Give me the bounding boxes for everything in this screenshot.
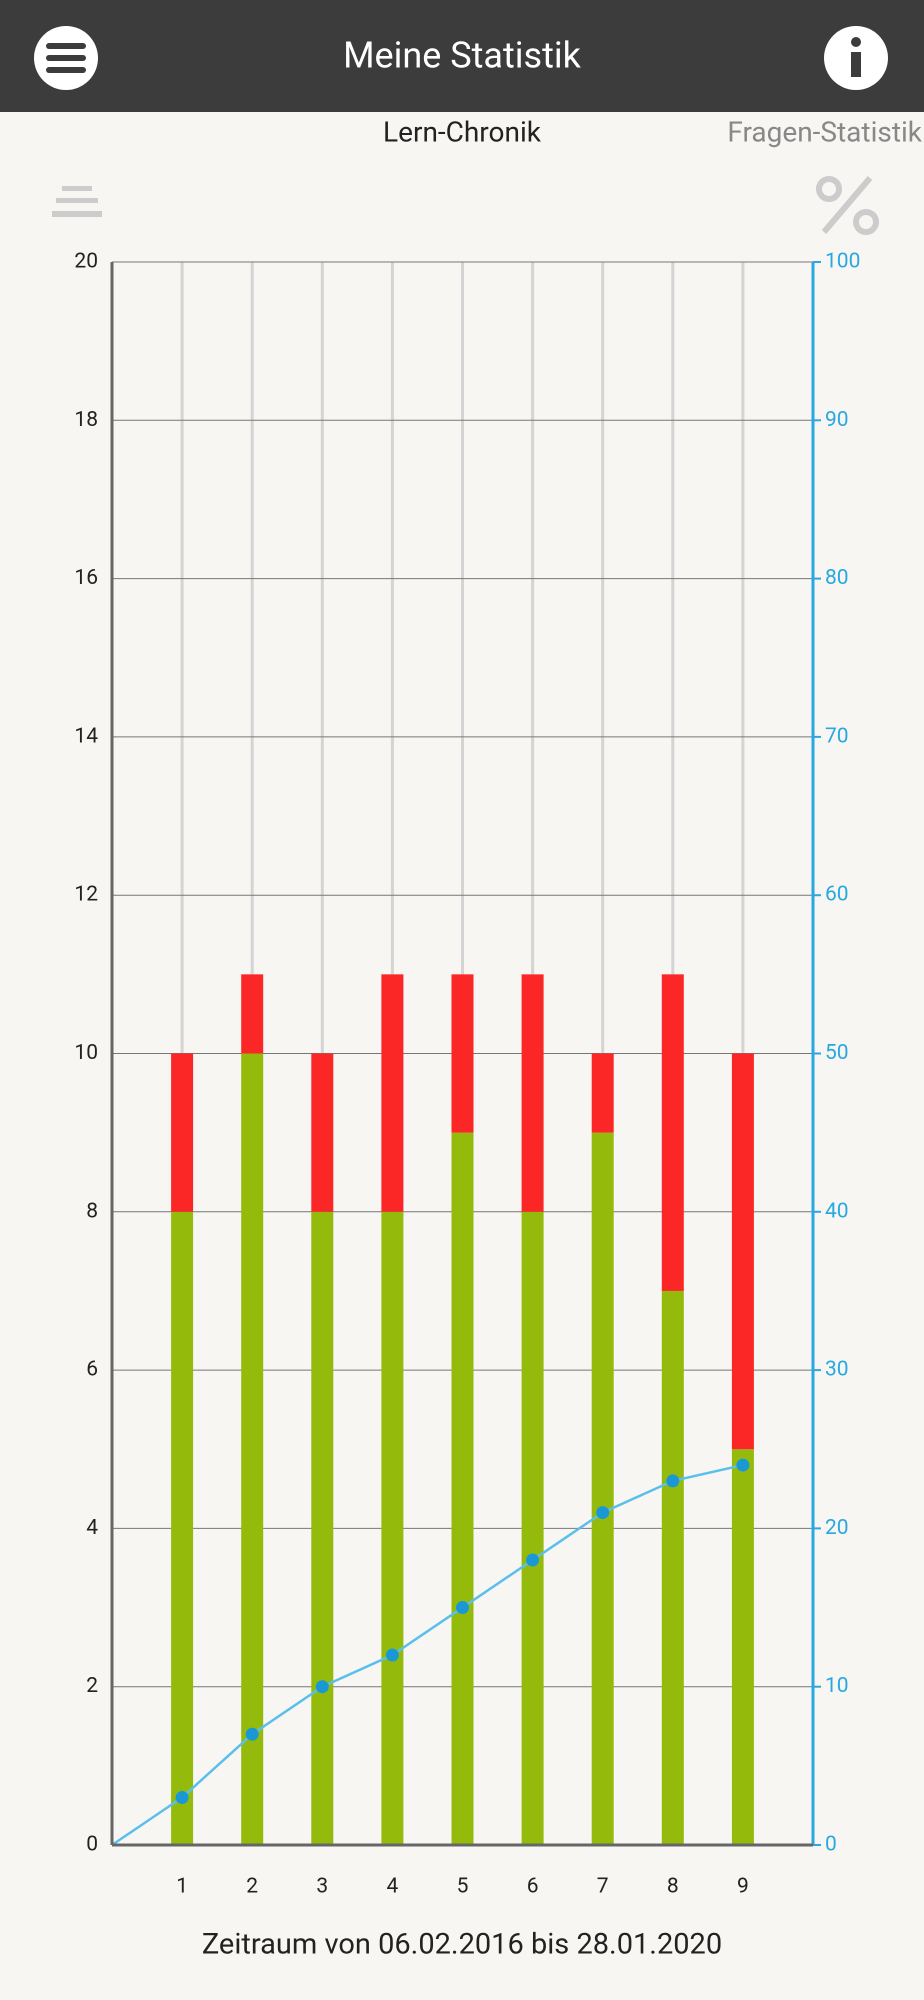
x-tick-label: 2: [246, 1875, 258, 1899]
x-tick-label: 3: [316, 1875, 328, 1899]
info-icon-dot: [851, 37, 861, 47]
bar-segment: [381, 1211, 404, 1845]
bar-segment: [521, 1211, 544, 1845]
bar-segment: [171, 1053, 194, 1212]
y2-tick-label: 10: [825, 1674, 849, 1698]
line-point: [175, 1791, 189, 1805]
y2-tick-label: 40: [825, 1199, 849, 1223]
x-tick-label: 1: [176, 1875, 188, 1899]
x-tick-label: 7: [597, 1875, 609, 1899]
bar-segment: [521, 974, 544, 1212]
bar-segment: [171, 1211, 194, 1845]
bar-segment: [591, 1132, 614, 1845]
bar-segment: [731, 1053, 754, 1450]
y-tick-label: 4: [86, 1516, 98, 1540]
percent-icon-circle: [816, 176, 842, 202]
x-tick-label: 6: [527, 1875, 539, 1899]
plot: 1 2 3 4 5 6 7 8 90246810121416182001020304050607…: [74, 250, 860, 1899]
y2-tick-label: 100: [825, 250, 860, 274]
y2-tick-label: 30: [825, 1358, 849, 1382]
info-icon-bar: [851, 52, 861, 77]
y2-tick-label: 80: [825, 566, 849, 590]
line-point: [315, 1680, 329, 1694]
y-tick-label: 6: [86, 1358, 98, 1382]
x-tick-label: 5: [457, 1875, 469, 1899]
y2-tick-label: 90: [825, 408, 849, 432]
tab[interactable]: Fragen-Statistik: [727, 115, 922, 148]
line-point: [526, 1553, 540, 1567]
line-point: [666, 1474, 680, 1488]
x-tick-label: 8: [667, 1875, 679, 1899]
list-icon-bar: [52, 211, 102, 217]
x-tick-label: 9: [737, 1875, 749, 1899]
x-tick-label: 4: [386, 1875, 398, 1899]
y2-tick-label: 60: [825, 883, 849, 907]
percent-icon-slash: [821, 176, 873, 234]
bar-segment: [451, 974, 474, 1133]
bar-segment: [381, 974, 404, 1212]
app-title: Meine Statistik: [343, 35, 582, 77]
tab[interactable]: Lern-Chronik: [383, 115, 542, 148]
x-axis-label: Zeitraum von 06.02.2016 bis 28.01.2020: [202, 1928, 722, 1962]
line-point: [456, 1601, 469, 1615]
y2-tick-label: 50: [825, 1041, 849, 1065]
line-point: [736, 1458, 750, 1472]
menu-button[interactable]: [34, 26, 98, 90]
menu-icon-bar: [46, 43, 86, 49]
percent-icon-circle: [853, 209, 879, 235]
y-tick-label: 12: [74, 883, 98, 907]
line-point: [385, 1648, 399, 1662]
y-tick-label: 2: [86, 1674, 98, 1698]
y-tick-label: 10: [74, 1041, 98, 1065]
y2-tick-label: 20: [825, 1516, 849, 1540]
menu-icon-bar: [46, 67, 86, 73]
list-button[interactable]: [52, 186, 102, 217]
y2-tick-label: 70: [825, 724, 849, 748]
y-tick-label: 8: [86, 1199, 98, 1223]
line-lead-in: [111, 1796, 183, 1847]
list-icon-bar: [56, 198, 98, 203]
info-button[interactable]: [824, 26, 888, 90]
list-icon-bar: [62, 186, 92, 191]
y-tick-label: 20: [74, 250, 98, 274]
menu-icon-bar: [46, 55, 86, 61]
y-tick-label: 14: [74, 724, 98, 748]
line-point: [596, 1506, 610, 1520]
app-bar: [0, 0, 924, 112]
bar-segment: [661, 974, 684, 1291]
bar-segment: [241, 974, 264, 1054]
bar-segment: [241, 1053, 264, 1845]
bar-segment: [451, 1132, 474, 1845]
y-tick-label: 18: [74, 408, 98, 432]
line-point: [245, 1727, 259, 1741]
bar-segment: [311, 1053, 334, 1212]
bar-segment: [661, 1290, 684, 1845]
bar-segment: [311, 1211, 334, 1845]
bar-segment: [591, 1053, 614, 1133]
y-tick-label: 0: [86, 1833, 98, 1857]
y2-tick-label: 0: [825, 1833, 837, 1857]
bar-segment: [731, 1449, 754, 1845]
percent-button[interactable]: [816, 176, 879, 235]
y-tick-label: 16: [74, 566, 98, 590]
